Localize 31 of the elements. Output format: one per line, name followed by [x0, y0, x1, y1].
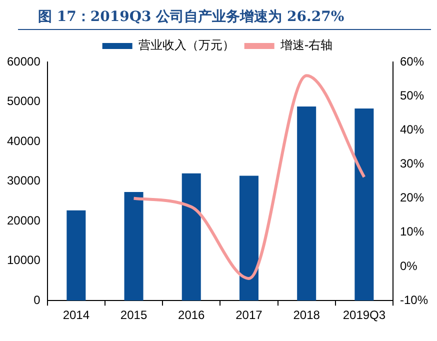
y-tick-label: 60000	[6, 54, 41, 68]
x-tick-label: 2019Q3	[342, 308, 386, 322]
y-tick-label: 30000	[6, 174, 41, 188]
y2-tick-label: 60%	[400, 54, 424, 68]
bar	[297, 106, 316, 301]
y-tick-label: 0	[34, 292, 41, 307]
y2-tick-label: -10%	[400, 292, 428, 307]
y2-tick-label: 50%	[400, 88, 424, 102]
bar	[124, 192, 144, 301]
y-tick-label: 10000	[6, 253, 41, 268]
bar	[354, 108, 374, 301]
x-tick-label: 2014	[62, 308, 90, 322]
y-tick-label: 50000	[6, 94, 41, 108]
bar	[182, 173, 201, 301]
bar	[66, 210, 86, 301]
y-tick-label: 40000	[6, 134, 41, 148]
x-tick-label: 2018	[293, 308, 320, 322]
x-tick-label: 2016	[178, 308, 206, 322]
x-tick-label: 2017	[236, 308, 263, 322]
y-tick-label: 20000	[6, 213, 41, 228]
legend-label: 增速-右轴	[279, 38, 333, 52]
x-tick-label: 2015	[120, 308, 148, 322]
y2-tick-label: 0%	[400, 258, 418, 273]
y2-tick-label: 10%	[400, 224, 424, 239]
legend-label: 营业收入（万元）	[138, 38, 234, 52]
line-series	[132, 74, 366, 280]
bar	[239, 176, 258, 301]
y2-tick-label: 40%	[400, 122, 424, 136]
y2-tick-label: 30%	[400, 156, 424, 171]
chart-title: 图 17：2019Q3 公司自产业务增速为 26.27%	[18, 0, 431, 30]
y2-tick-label: 20%	[400, 190, 424, 205]
